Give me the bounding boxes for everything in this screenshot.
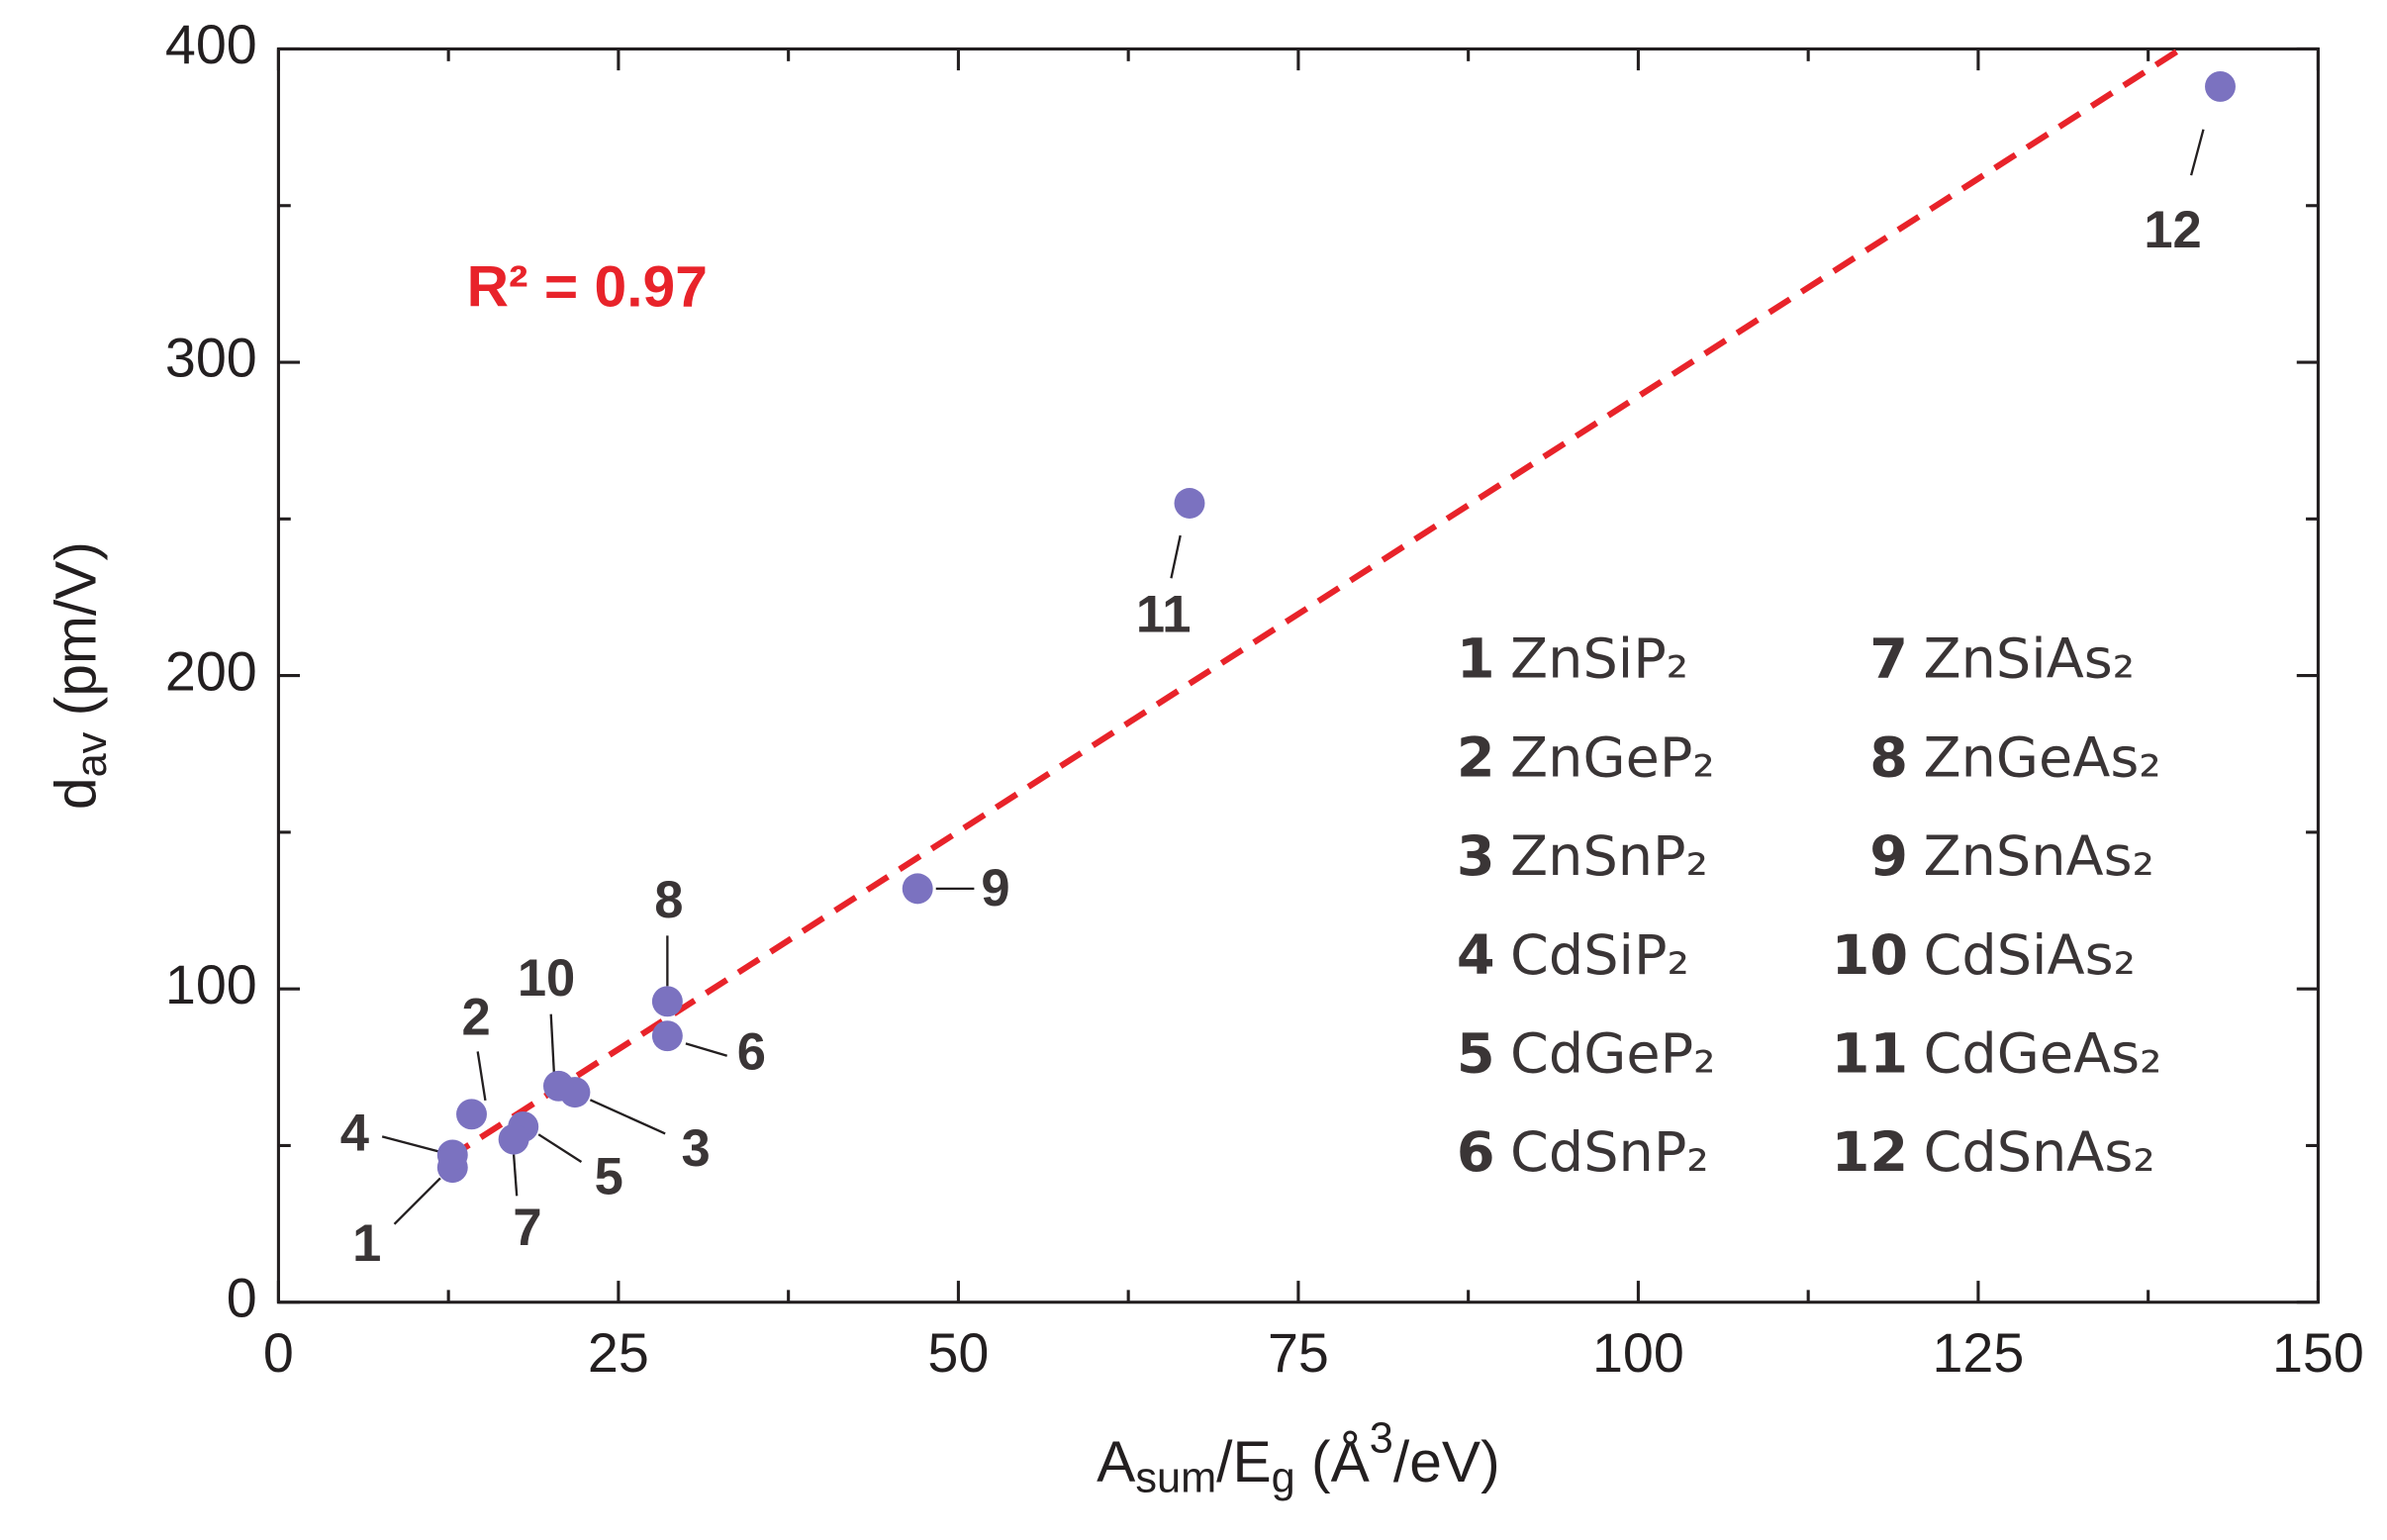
- data-point: [1174, 488, 1205, 519]
- point-label: 4: [340, 1104, 369, 1162]
- legend-number: 11: [1832, 1021, 1908, 1086]
- legend-number: 2: [1457, 725, 1495, 790]
- point-label: 10: [518, 949, 575, 1008]
- legend-number: 6: [1457, 1120, 1495, 1185]
- legend-compound: CdGeAs₂: [1924, 1021, 2162, 1086]
- legend-number: 9: [1869, 824, 1908, 889]
- leader-line: [589, 1099, 666, 1135]
- legend-number: 4: [1457, 923, 1495, 988]
- data-point: [456, 1099, 487, 1130]
- x-tick-label: 0: [263, 1322, 294, 1384]
- leader-line: [393, 1177, 441, 1225]
- y-axis-label-part: av: [68, 731, 116, 777]
- legend-number: 3: [1457, 824, 1495, 889]
- x-tick-label: 50: [927, 1322, 989, 1384]
- x-tick-label: 25: [588, 1322, 649, 1384]
- y-axis-label: dav (pm/V): [44, 541, 116, 810]
- data-point: [436, 1139, 468, 1171]
- legend-compound: CdSnP₂: [1510, 1120, 1709, 1185]
- y-axis-label-part: (pm/V): [44, 541, 108, 732]
- point-label: 1: [352, 1214, 381, 1273]
- legend-number: 1: [1457, 627, 1495, 692]
- leader-line: [512, 1154, 519, 1197]
- data-point: [651, 986, 683, 1017]
- legend-number: 7: [1869, 627, 1908, 692]
- legend-number: 10: [1832, 923, 1908, 988]
- y-tick-label: 300: [165, 328, 257, 389]
- y-tick-label: 100: [165, 954, 257, 1015]
- x-axis-label-part: g: [1272, 1455, 1295, 1502]
- point-label: 7: [513, 1199, 541, 1257]
- x-axis-label-part: sum: [1135, 1455, 1216, 1502]
- legend-compound: ZnGeAs₂: [1924, 725, 2161, 790]
- y-tick-label: 400: [165, 14, 257, 75]
- x-axis-label-part: (Å: [1295, 1430, 1371, 1494]
- x-tick-label: 100: [1592, 1322, 1684, 1384]
- y-tick-label: 0: [227, 1267, 257, 1328]
- legend-compound: CdSiP₂: [1510, 923, 1689, 988]
- y-axis-label-part: d: [44, 777, 108, 810]
- x-axis-label-part: A: [1097, 1430, 1136, 1494]
- legend-compound: CdGeP₂: [1510, 1021, 1715, 1086]
- data-point: [498, 1123, 529, 1155]
- data-point: [2205, 71, 2236, 102]
- leader-line: [537, 1133, 583, 1163]
- legend-compound: ZnSiAs₂: [1924, 627, 2136, 692]
- point-label: 6: [737, 1023, 766, 1082]
- legend-number: 8: [1869, 725, 1908, 790]
- x-axis-label-part: /E: [1216, 1430, 1272, 1494]
- leader-line: [476, 1051, 487, 1102]
- point-label: 12: [2144, 201, 2201, 259]
- x-tick-label: 75: [1268, 1322, 1329, 1384]
- x-axis-label-part: /eV): [1393, 1430, 1500, 1494]
- x-axis-label-part: 3: [1370, 1415, 1393, 1463]
- fit-line: [446, 46, 2183, 1161]
- data-point: [542, 1070, 574, 1102]
- leader-line: [685, 1042, 727, 1057]
- legend-compound: CdSnAs₂: [1924, 1120, 2155, 1185]
- point-label: 5: [595, 1147, 623, 1205]
- point-label: 2: [462, 988, 491, 1046]
- point-label: 9: [981, 859, 1009, 917]
- legend-number: 5: [1457, 1021, 1495, 1086]
- leader-line: [2189, 129, 2205, 176]
- point-label: 11: [1136, 585, 1192, 643]
- leader-line: [381, 1135, 441, 1153]
- x-tick-label: 125: [1932, 1322, 2024, 1384]
- r-squared: R² = 0.97: [467, 254, 708, 319]
- data-point: [902, 873, 933, 905]
- data-point: [651, 1020, 683, 1052]
- legend-compound: ZnGeP₂: [1510, 725, 1715, 790]
- legend-compound: ZnSnP₂: [1510, 824, 1708, 889]
- legend-number: 12: [1832, 1120, 1908, 1185]
- point-label: 3: [681, 1119, 710, 1178]
- x-axis-label: Asum/Eg (Å3/eV): [1097, 1415, 1499, 1502]
- legend-compound: ZnSnAs₂: [1924, 824, 2154, 889]
- point-label: 8: [654, 871, 683, 929]
- leader-line: [1170, 534, 1182, 579]
- legend-compound: CdSiAs₂: [1924, 923, 2136, 988]
- x-tick-label: 150: [2272, 1322, 2364, 1384]
- leader-line: [549, 1013, 555, 1073]
- legend-compound: ZnSiP₂: [1510, 627, 1688, 692]
- y-tick-label: 200: [165, 640, 257, 702]
